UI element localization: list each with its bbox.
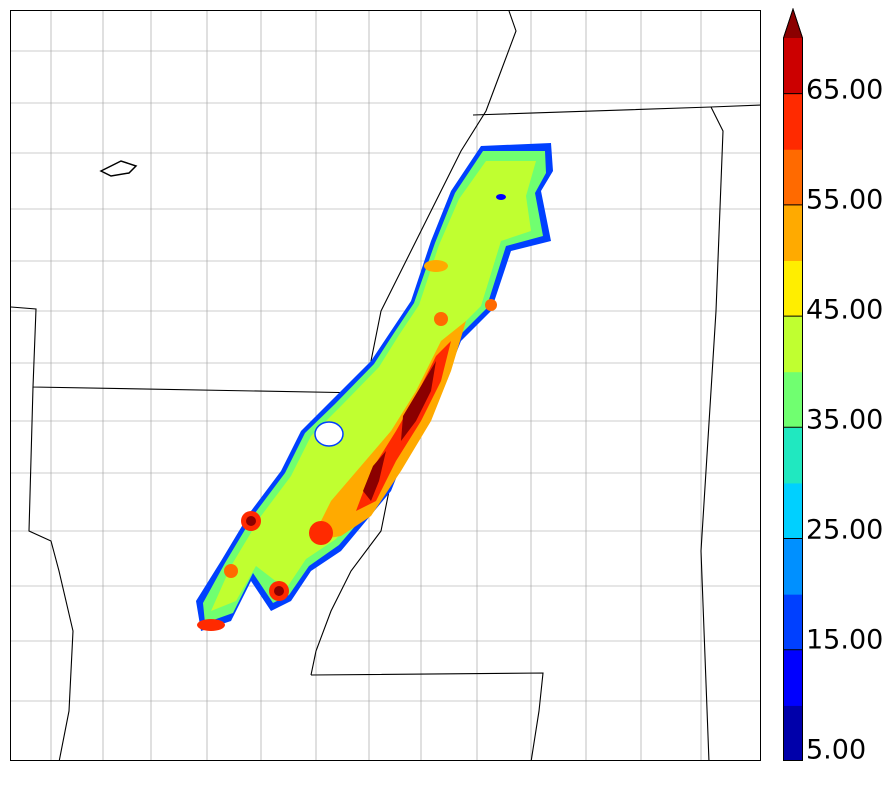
reflectivity-map xyxy=(11,11,760,760)
colorbar-tick-label-15: 15.00 xyxy=(806,624,884,656)
colorbar-segment xyxy=(783,204,803,261)
colorbar-segment xyxy=(783,705,803,761)
colorbar-segment xyxy=(783,260,803,317)
colorbar-segment xyxy=(783,538,803,595)
colorbar-segment xyxy=(783,316,803,373)
colorbar-tick-label-35: 35.00 xyxy=(806,404,884,436)
colorbar-segment xyxy=(783,149,803,206)
storm-contours xyxy=(196,143,553,631)
colorbar-segment xyxy=(783,594,803,651)
colorbar-segment xyxy=(783,482,803,540)
colorbar-tick-label-5: 5.00 xyxy=(806,734,867,766)
colorbar-segment xyxy=(783,93,803,150)
map-panel xyxy=(10,10,761,761)
colorbar-segment xyxy=(783,427,803,484)
colorbar-segment xyxy=(783,371,803,428)
colorbar-extend-arrow xyxy=(783,8,803,38)
colorbar xyxy=(783,8,803,761)
colorbar-tick-label-65: 65.00 xyxy=(806,74,884,106)
colorbar-tick-label-45: 45.00 xyxy=(806,294,884,326)
lake xyxy=(99,160,138,177)
colorbar-tick-label-55: 55.00 xyxy=(806,184,884,216)
colorbar-segment xyxy=(783,38,803,95)
colorbar-tick-label-25: 25.00 xyxy=(806,514,884,546)
colorbar-segment xyxy=(783,649,803,706)
